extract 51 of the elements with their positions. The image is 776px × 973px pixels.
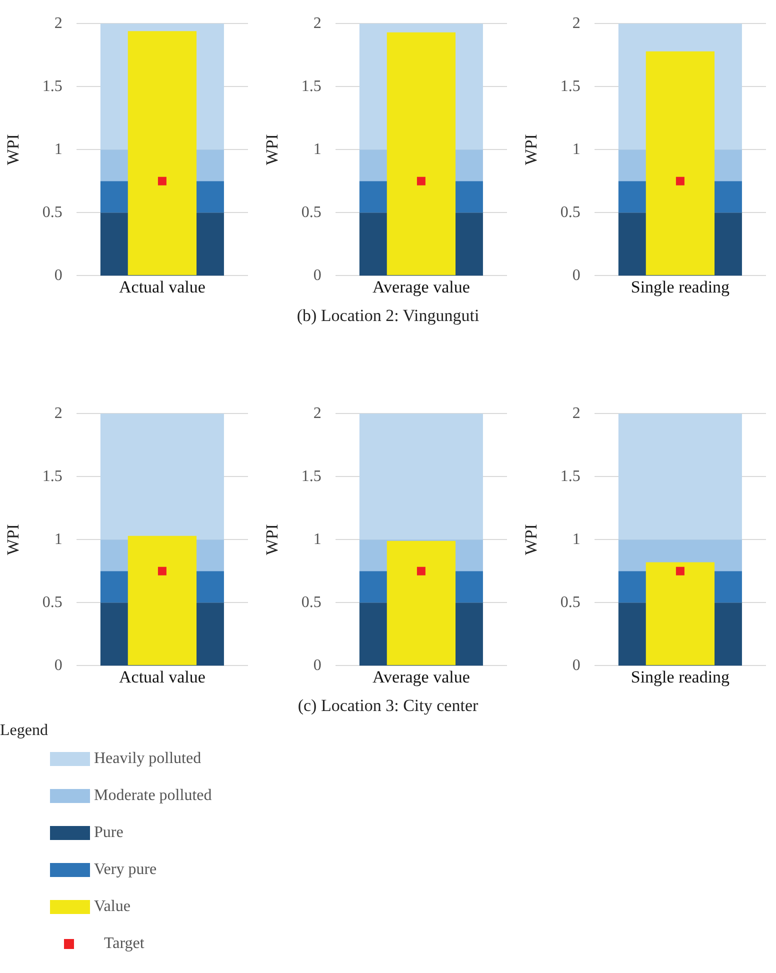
y-tick-label: 2 [572,14,580,32]
y-axis-title: WPI [262,524,282,556]
legend-label: Moderate polluted [94,786,212,804]
y-tick-label: 1 [572,140,580,158]
x-tick-label: Actual value [119,667,206,686]
y-tick-label: 1 [54,530,62,548]
y-axis-title: WPI [262,134,282,166]
y-tick-label: 0 [313,266,322,284]
y-axis-title: WPI [522,134,541,166]
x-tick-label: Average value [372,667,470,686]
y-tick-label: 2 [54,404,62,422]
y-tick-label: 0 [54,266,62,284]
y-tick-label: 0 [572,266,580,284]
y-tick-label: 2 [572,404,580,422]
y-tick-label: 0.5 [560,594,580,611]
y-tick-label: 0.5 [301,204,322,221]
legend-label: Value [94,898,130,916]
legend-label: Target [104,934,144,952]
legend-label: Very pure [94,860,157,878]
x-tick-label: Average value [372,277,470,296]
y-tick-label: 2 [313,404,322,422]
legend-title: Legend [0,722,49,740]
y-tick-label: 0 [54,656,62,674]
y-tick-label: 0.5 [42,594,62,611]
legend-label: Pure [94,824,124,842]
legend-label: Heavily polluted [94,750,202,768]
y-tick-label: 1.5 [560,78,580,95]
y-tick-label: 0.5 [301,594,322,611]
y-tick-label: 2 [54,14,62,32]
y-tick-label: 2 [313,14,322,32]
y-tick-label: 1 [313,530,322,548]
y-axis-title: WPI [4,524,23,556]
y-tick-label: 0.5 [560,204,580,221]
x-tick-label: Single reading [630,667,730,686]
y-tick-label: 1.5 [42,78,62,95]
y-tick-label: 1.5 [301,468,322,485]
y-tick-label: 1.5 [301,78,322,95]
y-tick-label: 1 [54,140,62,158]
x-tick-label: Single reading [630,277,730,296]
y-tick-label: 1 [313,140,322,158]
y-tick-label: 1 [572,530,580,548]
y-tick-label: 0.5 [42,204,62,221]
y-tick-label: 1.5 [42,468,62,485]
y-tick-label: 1.5 [560,468,580,485]
text: (b) Location 2: Vingunguti [296,306,480,326]
y-tick-label: 0 [313,656,322,674]
text: (c) Location 3: City center [296,696,480,716]
y-axis-title: WPI [4,134,23,166]
y-axis-title: WPI [522,524,541,556]
x-tick-label: Actual value [119,277,206,296]
y-tick-label: 0 [572,656,580,674]
